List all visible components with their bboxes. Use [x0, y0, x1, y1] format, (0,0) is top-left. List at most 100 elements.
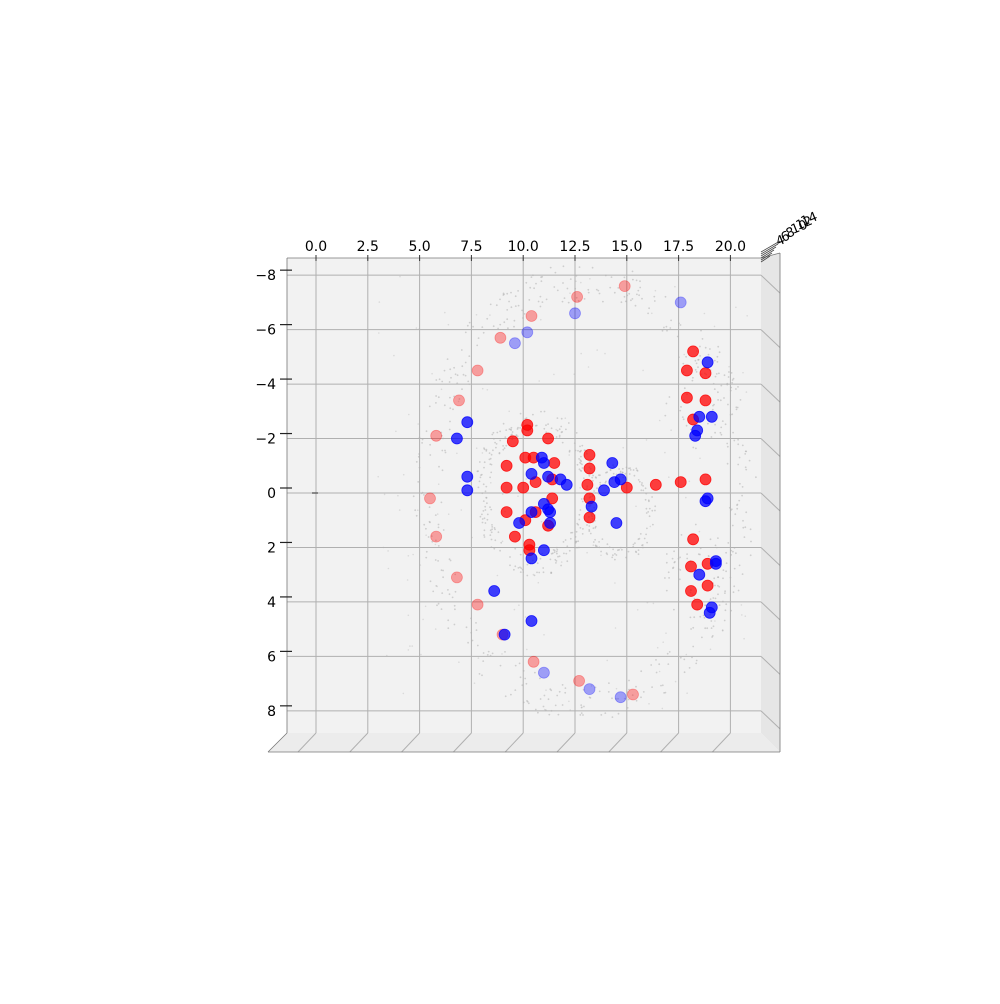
- background-point: [493, 325, 495, 327]
- background-point: [674, 561, 676, 563]
- background-point: [722, 577, 724, 579]
- background-point: [743, 638, 745, 640]
- background-point: [554, 559, 556, 561]
- background-point: [461, 349, 463, 351]
- background-point: [727, 404, 729, 406]
- background-point: [429, 506, 431, 508]
- background-point: [483, 510, 485, 512]
- data-point-blue: [545, 507, 556, 518]
- data-point-blue: [526, 553, 537, 564]
- background-point: [441, 569, 443, 571]
- background-point: [377, 476, 379, 478]
- background-point: [518, 604, 520, 606]
- background-point: [704, 313, 706, 315]
- background-point: [416, 327, 418, 329]
- background-point: [737, 386, 739, 388]
- background-point: [449, 593, 451, 595]
- background-point: [697, 366, 699, 368]
- background-point: [713, 625, 715, 627]
- background-point: [502, 493, 504, 495]
- background-point: [442, 469, 444, 471]
- background-point: [721, 434, 723, 436]
- background-point: [523, 702, 525, 704]
- background-point: [565, 687, 567, 689]
- background-point: [728, 376, 730, 378]
- background-point: [728, 366, 730, 368]
- background-point: [710, 649, 712, 651]
- background-point: [716, 373, 718, 375]
- background-point: [467, 325, 469, 327]
- background-point: [604, 353, 606, 355]
- background-point: [744, 536, 746, 538]
- background-point: [635, 468, 637, 470]
- background-point: [557, 430, 559, 432]
- background-point: [503, 423, 505, 425]
- background-point: [480, 477, 482, 479]
- background-point: [618, 549, 620, 551]
- background-point: [554, 551, 556, 553]
- background-point: [383, 547, 385, 549]
- background-point: [659, 671, 661, 673]
- background-point: [493, 548, 495, 550]
- background-point: [641, 298, 643, 300]
- data-point-red: [549, 458, 560, 469]
- data-point-blue: [538, 667, 549, 678]
- background-point: [598, 541, 600, 543]
- background-point: [496, 304, 498, 306]
- background-point: [717, 593, 719, 595]
- background-point: [512, 431, 514, 433]
- background-point: [717, 576, 719, 578]
- background-point: [737, 443, 739, 445]
- background-point: [447, 619, 449, 621]
- background-point: [593, 490, 595, 492]
- background-point: [720, 399, 722, 401]
- background-point: [574, 442, 576, 444]
- background-point: [441, 381, 443, 383]
- background-point: [636, 469, 638, 471]
- background-point: [621, 549, 623, 551]
- background-point: [600, 714, 602, 716]
- background-point: [584, 449, 586, 451]
- x-tick-label: 5.0: [408, 239, 430, 255]
- background-point: [696, 660, 698, 662]
- background-point: [502, 541, 504, 543]
- data-point-red: [507, 436, 518, 447]
- background-point: [575, 536, 577, 538]
- background-point: [669, 651, 671, 653]
- background-point: [408, 414, 410, 416]
- background-point: [514, 565, 516, 567]
- background-point: [648, 703, 650, 705]
- background-point: [397, 495, 399, 497]
- background-point: [454, 624, 456, 626]
- background-point: [724, 374, 726, 376]
- background-point: [416, 461, 418, 463]
- background-point: [557, 417, 559, 419]
- background-point: [502, 449, 504, 451]
- background-point: [745, 451, 747, 453]
- background-point: [565, 539, 567, 541]
- background-point: [744, 453, 746, 455]
- background-point: [606, 471, 608, 473]
- x-tick-label: 7.5: [460, 239, 482, 255]
- background-point: [579, 468, 581, 470]
- background-point: [491, 539, 493, 541]
- background-point: [487, 389, 489, 391]
- background-point: [544, 411, 546, 413]
- data-point-red: [572, 291, 583, 302]
- background-point: [597, 290, 599, 292]
- data-point-blue: [706, 411, 717, 422]
- background-point: [679, 578, 681, 580]
- background-point: [556, 553, 558, 555]
- background-point: [730, 554, 732, 556]
- background-point: [576, 547, 578, 549]
- background-point: [550, 267, 552, 269]
- background-point: [545, 689, 547, 691]
- background-point: [444, 404, 446, 406]
- background-point: [621, 301, 623, 303]
- background-point: [503, 321, 505, 323]
- background-point: [555, 272, 557, 274]
- background-point: [589, 278, 591, 280]
- background-point: [637, 290, 639, 292]
- background-point: [503, 294, 505, 296]
- background-point: [556, 547, 558, 549]
